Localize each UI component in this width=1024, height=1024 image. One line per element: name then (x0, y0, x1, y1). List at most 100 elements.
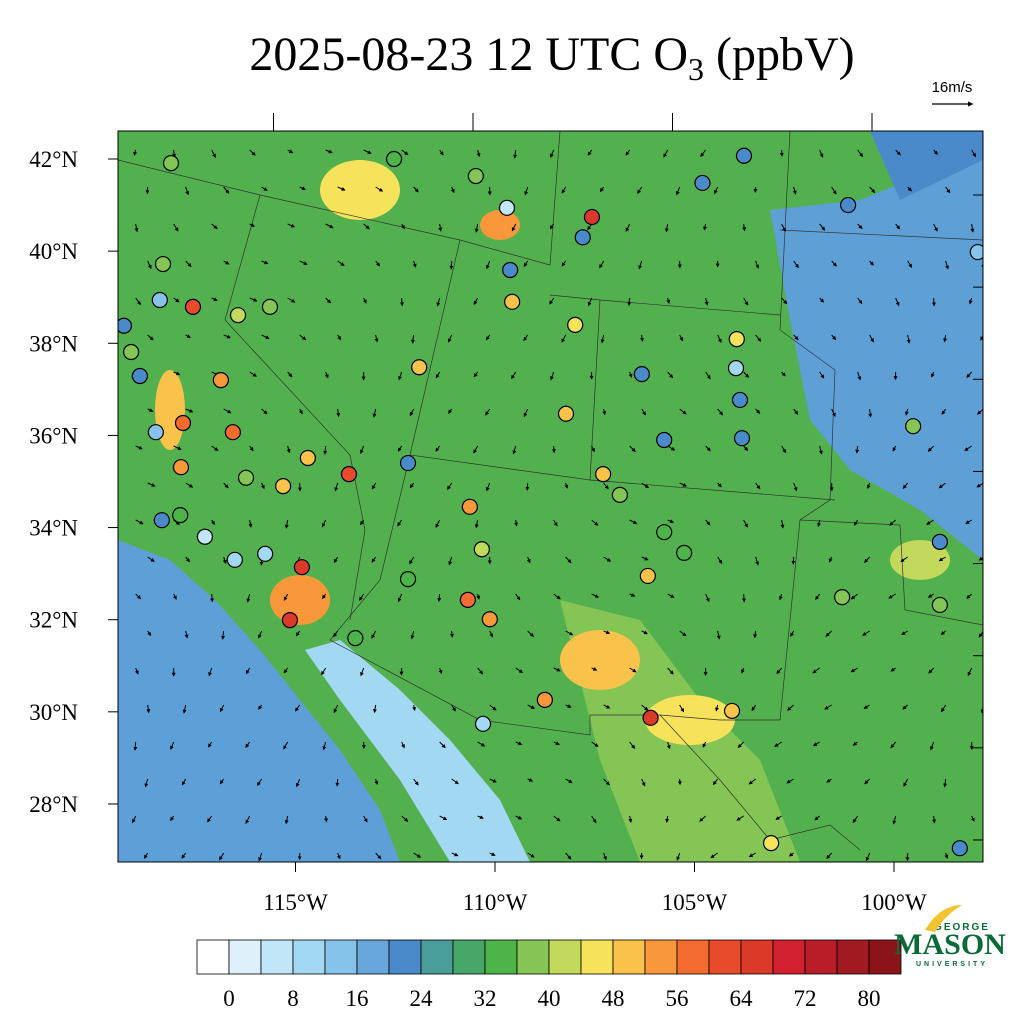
station (153, 512, 170, 529)
wind-arrow (603, 778, 611, 786)
wind-arrow (852, 741, 858, 746)
wind-arrow (857, 149, 864, 158)
wind-arrow (143, 852, 149, 859)
wind-arrow (363, 223, 370, 230)
wind-arrow (371, 482, 377, 490)
colorbar-tick-label: 16 (346, 986, 369, 1011)
wind-arrow (663, 149, 669, 158)
wind-arrow (222, 556, 227, 564)
wind-arrow (146, 704, 151, 714)
wind-arrow (890, 667, 896, 672)
wind-arrows (132, 149, 983, 862)
wind-arrow (372, 408, 377, 418)
wind-arrow (591, 445, 595, 453)
wind-arrow (284, 815, 289, 825)
wind-arrow (248, 519, 253, 528)
wind-arrow (926, 519, 934, 525)
wind-arrow (550, 371, 555, 381)
wind-arrow (628, 815, 633, 823)
station (184, 298, 202, 315)
wind-arrow (219, 852, 225, 861)
wind-arrow (375, 186, 384, 192)
wind-arrow (245, 667, 251, 675)
station (676, 544, 693, 561)
wind-arrow (325, 223, 334, 229)
wind-arrow (900, 556, 908, 563)
wind-arrow (980, 335, 983, 341)
wind-arrow (591, 741, 599, 747)
station (611, 486, 628, 503)
wind-arrow (221, 630, 226, 640)
wind-arrow (933, 149, 939, 155)
wind-arrow (565, 852, 572, 860)
wind-arrow (627, 297, 632, 307)
wind-arrow (966, 593, 972, 599)
wind-arrow (790, 630, 795, 637)
wind-arrow (147, 482, 156, 487)
wind-arrow (211, 297, 218, 301)
wind-arrow (173, 445, 182, 450)
wind-arrow (591, 593, 600, 598)
wind-arrow (435, 445, 441, 452)
wind-arrow (223, 482, 229, 489)
lat-tick-label: 36°N (29, 423, 78, 448)
wind-arrow (667, 519, 675, 523)
colorbar-box (420, 939, 454, 975)
wind-arrow (970, 815, 975, 822)
station (172, 459, 190, 476)
wind-arrow (748, 778, 756, 785)
wind-arrow (812, 741, 820, 747)
station (411, 359, 428, 376)
wind-arrow (930, 371, 935, 378)
wind-arrow (526, 556, 531, 564)
wind-arrow (888, 593, 896, 599)
wind-arrow (755, 334, 762, 342)
station (474, 715, 492, 732)
wind-arrow (869, 260, 874, 266)
wind-arrow (211, 223, 218, 230)
wind-arrow (321, 519, 327, 528)
station (340, 466, 358, 483)
gulf-of-california (305, 640, 530, 862)
wind-arrow (774, 741, 782, 748)
wind-arrow (825, 630, 832, 637)
lat-tick-label: 28°N (29, 792, 78, 817)
wind-arrow (398, 371, 403, 381)
wind-arrow (641, 778, 646, 787)
wind-arrow (679, 482, 688, 487)
wind-arrow (135, 593, 142, 600)
wind-arrow (325, 149, 333, 154)
colorbar-box (772, 939, 806, 975)
wind-arrow (134, 667, 139, 675)
colorbar-tick-label: 72 (794, 986, 817, 1011)
wind-arrow (600, 334, 605, 344)
station (840, 196, 857, 214)
wind-arrow (818, 445, 823, 455)
wind-arrow (450, 186, 455, 194)
wind-arrow (185, 186, 190, 196)
wind-arrow (182, 704, 187, 714)
wind-arrow (333, 556, 339, 564)
wind-arrow (629, 593, 636, 597)
wind-arrow (736, 815, 744, 821)
map (118, 131, 983, 862)
wind-reference: 16m/s (932, 79, 973, 96)
wind-arrow (299, 186, 306, 191)
wind-arrow (284, 519, 289, 529)
wind-arrow (476, 593, 481, 600)
wind-arrow (173, 371, 181, 376)
title: 2025-08-23 12 UTC O3 (ppbV) (249, 28, 854, 87)
wind-arrow (599, 186, 605, 193)
hotspot (645, 695, 735, 745)
wind-arrow (748, 852, 756, 858)
wind-arrow (863, 704, 870, 709)
wind-arrow (679, 334, 684, 342)
station (763, 835, 780, 852)
wind-arrow (477, 667, 484, 675)
wind-arrow (245, 815, 251, 824)
wind-arrow (869, 334, 874, 343)
wind-arrow (703, 223, 707, 231)
station (502, 261, 519, 279)
wind-arrow (524, 186, 529, 196)
